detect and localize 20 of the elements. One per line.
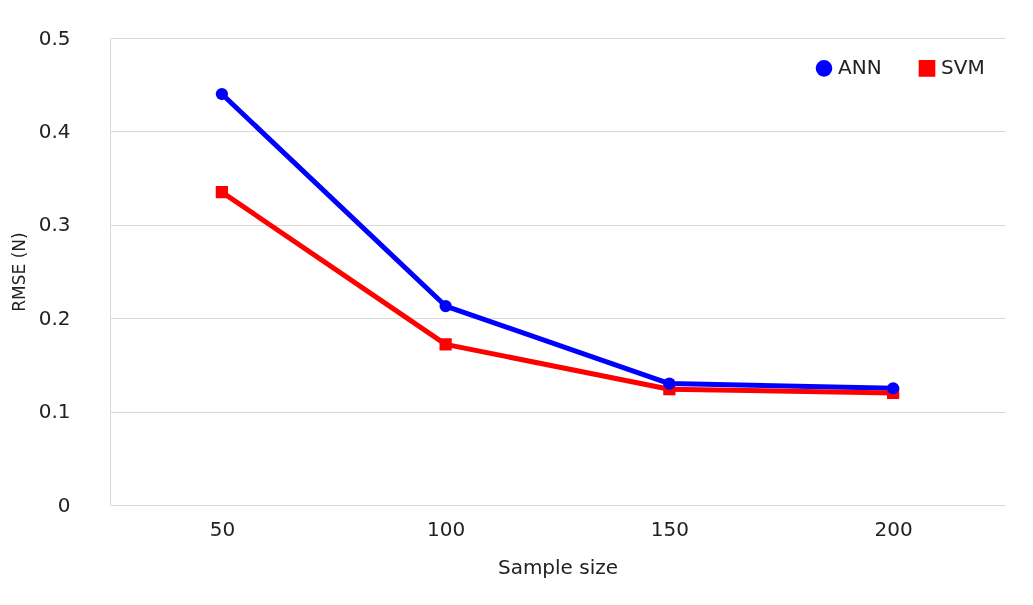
y-tick-label: 0.3 [38,212,71,237]
y-tick-label: 0.4 [38,118,71,143]
x-tick-label: 200 [874,516,913,541]
x-tick-label: 100 [427,516,466,541]
point [215,87,228,101]
point [215,185,228,199]
y-tick-label: 0 [57,492,71,517]
point [439,338,452,351]
point [663,377,676,390]
y-tick-label: 0.5 [38,25,71,50]
x-tick-label: 150 [650,516,689,541]
point [439,299,452,313]
x-tick-label: 50 [209,516,236,541]
y-tick-label: 0.1 [38,399,71,424]
point [887,382,900,395]
legend-label: SVM [941,55,985,80]
legend-label: ANN [838,55,882,80]
y-axis-title: RMSE (N) [8,232,29,312]
y-tick-label: 0.2 [38,305,71,330]
x-axis-title: Sample size [497,554,619,579]
